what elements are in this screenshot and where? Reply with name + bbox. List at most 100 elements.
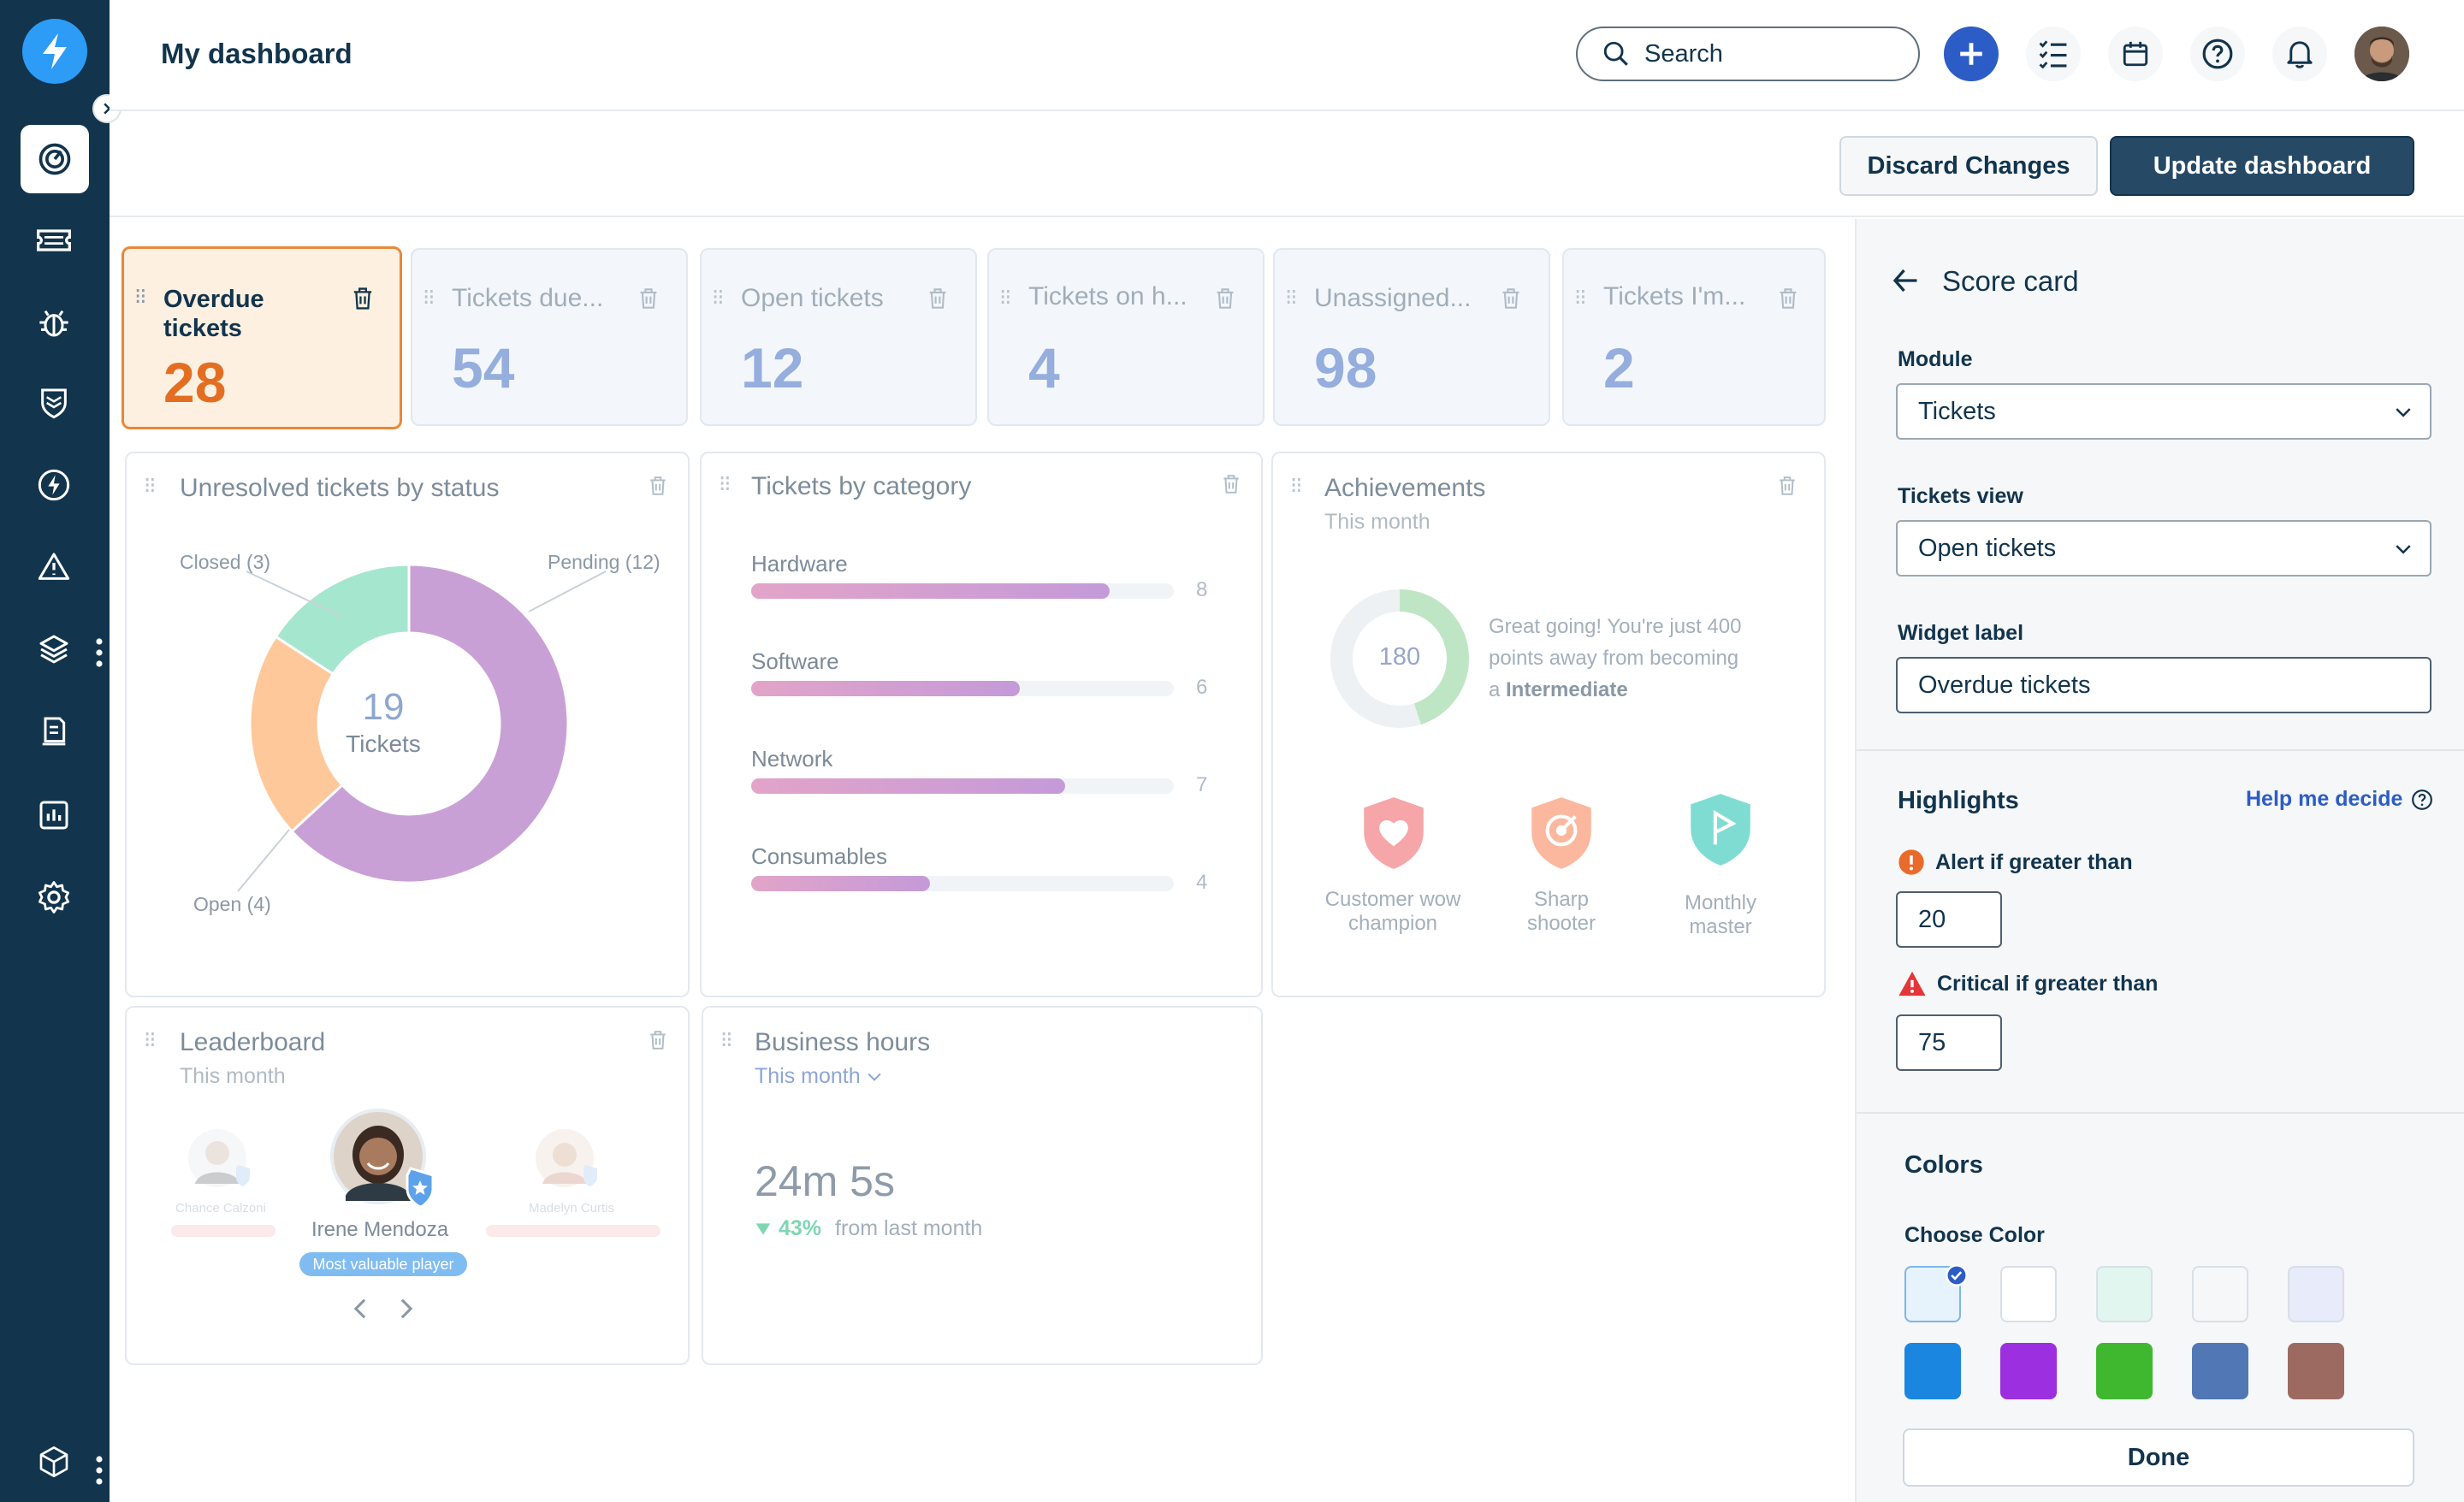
trash-icon[interactable] xyxy=(649,476,667,496)
scorecard-tickets-im-watching[interactable]: ⁝⁝ Tickets I'm... 2 xyxy=(1562,248,1826,426)
alert-threshold-row: Alert if greater than xyxy=(1898,849,2133,876)
plus-icon xyxy=(1960,43,1982,65)
badge-sharp-shooter xyxy=(1526,794,1596,872)
critical-threshold-input[interactable]: 75 xyxy=(1896,1014,2002,1071)
trash-icon[interactable] xyxy=(638,287,659,310)
drag-handle-icon[interactable]: ⁝⁝ xyxy=(144,1026,156,1052)
user-avatar[interactable] xyxy=(2354,27,2409,81)
color-swatch[interactable] xyxy=(2000,1343,2057,1399)
color-swatch[interactable] xyxy=(1904,1343,1961,1399)
sidebar-item-analytics[interactable] xyxy=(19,780,89,850)
drag-handle-icon[interactable]: ⁝⁝ xyxy=(719,470,731,496)
help-me-decide-link[interactable]: Help me decide xyxy=(2246,787,2433,812)
color-swatch[interactable] xyxy=(2096,1266,2153,1322)
trash-icon[interactable] xyxy=(927,287,948,310)
help-icon xyxy=(2202,38,2233,69)
color-swatch[interactable] xyxy=(2096,1343,2153,1399)
app-logo-icon[interactable] xyxy=(22,19,87,84)
todo-button[interactable] xyxy=(2026,27,2081,81)
color-swatch[interactable] xyxy=(2288,1266,2344,1322)
badge-label: Monthly master xyxy=(1684,891,1757,938)
sidebar-item-apps[interactable] xyxy=(19,1434,89,1490)
widget-leaderboard[interactable]: ⁝⁝ Leaderboard This month Chance Calzoni… xyxy=(125,1006,690,1365)
checklist-icon xyxy=(2039,40,2067,68)
add-button[interactable] xyxy=(1944,27,1999,81)
sidebar-item-dashboard[interactable] xyxy=(21,125,89,193)
drag-handle-icon[interactable]: ⁝⁝ xyxy=(720,1026,732,1052)
scorecard-unassigned[interactable]: ⁝⁝ Unassigned... 98 xyxy=(1273,248,1550,426)
done-button[interactable]: Done xyxy=(1903,1428,2414,1487)
sidebar-item-changes[interactable] xyxy=(19,368,89,438)
search-input[interactable]: Search xyxy=(1576,27,1920,81)
sidebar-item-releases[interactable] xyxy=(19,450,89,520)
discard-changes-button[interactable]: Discard Changes xyxy=(1839,136,2098,196)
drag-handle-icon[interactable]: ⁝⁝ xyxy=(423,284,435,310)
gauge-icon xyxy=(38,143,71,175)
drag-handle-icon[interactable]: ⁝⁝ xyxy=(1290,472,1302,498)
donut-slice[interactable] xyxy=(248,635,345,834)
category-bar[interactable] xyxy=(751,876,931,891)
module-select[interactable]: Tickets xyxy=(1896,383,2431,440)
drag-handle-icon[interactable]: ⁝⁝ xyxy=(1574,284,1586,310)
trash-icon[interactable] xyxy=(1222,474,1241,494)
tickets-view-select[interactable]: Open tickets xyxy=(1896,520,2431,577)
choose-color-label: Choose Color xyxy=(1904,1223,2045,1247)
widget-subtitle: This month xyxy=(180,1064,286,1088)
widget-tickets-by-category[interactable]: ⁝⁝ Tickets by category Hardware 8 Software… xyxy=(700,452,1263,997)
donut-slice[interactable] xyxy=(290,563,570,884)
drag-handle-icon[interactable]: ⁝⁝ xyxy=(712,284,724,310)
sidebar-item-assets[interactable] xyxy=(19,614,89,684)
alert-threshold-input[interactable]: 20 xyxy=(1896,891,2002,948)
sidebar-item-tickets[interactable] xyxy=(19,205,89,275)
widget-label-input[interactable]: Overdue tickets xyxy=(1896,657,2431,713)
widget-title: Unresolved tickets by status xyxy=(180,474,500,502)
category-label: Hardware xyxy=(751,551,848,577)
category-bar[interactable] xyxy=(751,778,1065,794)
period-dropdown[interactable]: This month xyxy=(755,1064,881,1089)
trash-icon[interactable] xyxy=(1501,287,1521,310)
widget-unresolved-by-status[interactable]: ⁝⁝ Unresolved tickets by status Closed (… xyxy=(125,452,690,997)
scorecard-overdue[interactable]: ⁝⁝ Overdue tickets 28 xyxy=(121,246,402,429)
trash-icon[interactable] xyxy=(649,1030,667,1050)
category-bar[interactable] xyxy=(751,583,1110,599)
shield-icon xyxy=(41,388,67,419)
sidebar-item-problems[interactable] xyxy=(19,287,89,358)
more-options-icon[interactable] xyxy=(96,638,103,667)
chevron-right-icon[interactable] xyxy=(399,1298,414,1319)
scorecard-tickets-due[interactable]: ⁝⁝ Tickets due... 54 xyxy=(411,248,688,426)
help-button[interactable] xyxy=(2190,27,2245,81)
trash-icon[interactable] xyxy=(1778,287,1798,310)
heart-shield-icon xyxy=(1364,797,1424,869)
bar-chart-icon xyxy=(39,801,68,830)
scorecard-tickets-on-hold[interactable]: ⁝⁝ Tickets on h... 4 xyxy=(987,248,1265,426)
sidebar-item-alerts[interactable] xyxy=(19,532,89,602)
color-swatch[interactable] xyxy=(2192,1266,2248,1322)
color-swatch[interactable] xyxy=(2288,1343,2344,1399)
widget-achievements[interactable]: ⁝⁝ Achievements This month 180 Great goi… xyxy=(1271,452,1826,997)
widget-subtitle: This month xyxy=(1324,510,1430,534)
trash-icon[interactable] xyxy=(1215,287,1235,310)
chevron-left-icon[interactable] xyxy=(352,1298,368,1319)
trash-icon[interactable] xyxy=(1778,476,1797,496)
back-arrow-icon[interactable] xyxy=(1892,269,1918,293)
color-swatch[interactable] xyxy=(2192,1343,2248,1399)
scorecard-open-tickets[interactable]: ⁝⁝ Open tickets 12 xyxy=(700,248,977,426)
critical-triangle-icon xyxy=(1898,971,1926,996)
drag-handle-icon[interactable]: ⁝⁝ xyxy=(999,284,1011,310)
panel-title: Score card xyxy=(1942,265,2079,297)
trash-icon[interactable] xyxy=(352,287,374,310)
drag-handle-icon[interactable]: ⁝⁝ xyxy=(144,472,156,498)
widget-business-hours[interactable]: ⁝⁝ Business hours This month 24m 5s 43% … xyxy=(702,1006,1263,1365)
more-apps-icon[interactable] xyxy=(96,1456,103,1485)
color-swatch[interactable] xyxy=(2000,1266,2057,1322)
sidebar-item-admin[interactable] xyxy=(19,862,89,932)
calendar-button[interactable] xyxy=(2108,27,2163,81)
donut-slice[interactable] xyxy=(274,563,411,677)
scorecard-value: 98 xyxy=(1314,336,1377,399)
notifications-button[interactable] xyxy=(2272,27,2327,81)
drag-handle-icon[interactable]: ⁝⁝ xyxy=(1285,284,1297,310)
update-dashboard-button[interactable]: Update dashboard xyxy=(2110,136,2414,196)
sidebar-item-solutions[interactable] xyxy=(19,696,89,766)
category-bar[interactable] xyxy=(751,681,1021,696)
drag-handle-icon[interactable]: ⁝⁝ xyxy=(134,283,146,309)
